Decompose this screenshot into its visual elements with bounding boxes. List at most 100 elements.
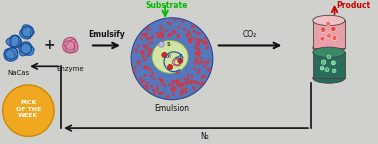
Circle shape bbox=[207, 67, 210, 70]
Circle shape bbox=[195, 51, 198, 54]
Circle shape bbox=[159, 92, 162, 95]
Circle shape bbox=[183, 88, 186, 90]
Circle shape bbox=[160, 79, 163, 82]
Circle shape bbox=[145, 32, 148, 35]
Circle shape bbox=[147, 38, 150, 40]
Circle shape bbox=[172, 88, 175, 91]
Text: Emulsion: Emulsion bbox=[155, 104, 189, 113]
Circle shape bbox=[197, 48, 200, 51]
Circle shape bbox=[179, 94, 182, 96]
Circle shape bbox=[158, 92, 161, 94]
Circle shape bbox=[200, 83, 203, 86]
Circle shape bbox=[200, 39, 202, 42]
Circle shape bbox=[320, 36, 325, 41]
Circle shape bbox=[181, 83, 184, 86]
Polygon shape bbox=[173, 58, 180, 65]
Circle shape bbox=[196, 42, 199, 45]
Circle shape bbox=[150, 85, 153, 88]
Circle shape bbox=[146, 87, 149, 90]
Circle shape bbox=[152, 72, 154, 75]
Circle shape bbox=[201, 81, 204, 84]
Circle shape bbox=[171, 83, 174, 86]
Circle shape bbox=[150, 37, 153, 39]
Ellipse shape bbox=[313, 47, 345, 57]
Polygon shape bbox=[21, 43, 34, 55]
Circle shape bbox=[169, 33, 172, 36]
Circle shape bbox=[142, 79, 145, 82]
Circle shape bbox=[204, 40, 206, 43]
Circle shape bbox=[326, 33, 332, 38]
Circle shape bbox=[197, 43, 200, 46]
Circle shape bbox=[144, 33, 147, 36]
Circle shape bbox=[194, 80, 197, 83]
Circle shape bbox=[198, 49, 200, 51]
Circle shape bbox=[170, 33, 173, 36]
Circle shape bbox=[198, 62, 201, 65]
Polygon shape bbox=[174, 59, 181, 66]
Polygon shape bbox=[64, 38, 76, 50]
Polygon shape bbox=[6, 35, 19, 47]
Circle shape bbox=[186, 74, 189, 77]
Circle shape bbox=[141, 33, 144, 36]
Circle shape bbox=[131, 18, 213, 100]
Circle shape bbox=[206, 46, 209, 49]
Circle shape bbox=[197, 39, 200, 42]
Circle shape bbox=[191, 80, 193, 83]
Text: Product: Product bbox=[336, 1, 370, 10]
Polygon shape bbox=[5, 47, 17, 59]
Circle shape bbox=[197, 42, 200, 45]
Circle shape bbox=[167, 95, 169, 98]
Circle shape bbox=[203, 60, 206, 63]
Text: S: S bbox=[166, 42, 170, 47]
Polygon shape bbox=[20, 44, 31, 56]
Circle shape bbox=[175, 79, 178, 82]
Circle shape bbox=[172, 30, 175, 33]
Circle shape bbox=[168, 83, 171, 86]
Circle shape bbox=[202, 41, 205, 43]
Circle shape bbox=[153, 92, 156, 95]
Circle shape bbox=[148, 49, 151, 52]
Circle shape bbox=[195, 58, 197, 61]
Circle shape bbox=[172, 89, 174, 92]
Polygon shape bbox=[63, 41, 75, 53]
Circle shape bbox=[147, 42, 150, 45]
Text: Enzyme: Enzyme bbox=[56, 66, 84, 72]
Circle shape bbox=[185, 82, 188, 85]
Circle shape bbox=[331, 61, 335, 65]
Circle shape bbox=[183, 28, 186, 31]
Circle shape bbox=[140, 51, 143, 54]
Circle shape bbox=[190, 39, 192, 42]
Circle shape bbox=[326, 21, 330, 26]
Text: Oil: Oil bbox=[165, 54, 172, 59]
Circle shape bbox=[197, 82, 200, 85]
Circle shape bbox=[135, 50, 138, 53]
Text: N₂: N₂ bbox=[201, 132, 209, 141]
Polygon shape bbox=[22, 25, 33, 37]
Circle shape bbox=[204, 37, 206, 40]
Circle shape bbox=[179, 83, 182, 86]
Polygon shape bbox=[10, 35, 21, 47]
Circle shape bbox=[161, 91, 164, 94]
Circle shape bbox=[194, 62, 197, 65]
Circle shape bbox=[198, 52, 201, 54]
FancyBboxPatch shape bbox=[313, 52, 345, 78]
Circle shape bbox=[139, 77, 142, 80]
Circle shape bbox=[134, 66, 136, 69]
Circle shape bbox=[159, 31, 162, 34]
Circle shape bbox=[147, 37, 150, 40]
Circle shape bbox=[181, 82, 184, 85]
Circle shape bbox=[332, 69, 336, 73]
Circle shape bbox=[142, 51, 145, 54]
Circle shape bbox=[181, 91, 184, 94]
Circle shape bbox=[141, 53, 144, 55]
Circle shape bbox=[187, 30, 190, 33]
Circle shape bbox=[147, 54, 150, 57]
Circle shape bbox=[3, 85, 54, 136]
Circle shape bbox=[198, 53, 200, 55]
Circle shape bbox=[156, 85, 158, 88]
Circle shape bbox=[194, 67, 196, 70]
Circle shape bbox=[191, 81, 193, 84]
Circle shape bbox=[202, 74, 205, 77]
Circle shape bbox=[161, 36, 164, 38]
Circle shape bbox=[176, 79, 179, 82]
